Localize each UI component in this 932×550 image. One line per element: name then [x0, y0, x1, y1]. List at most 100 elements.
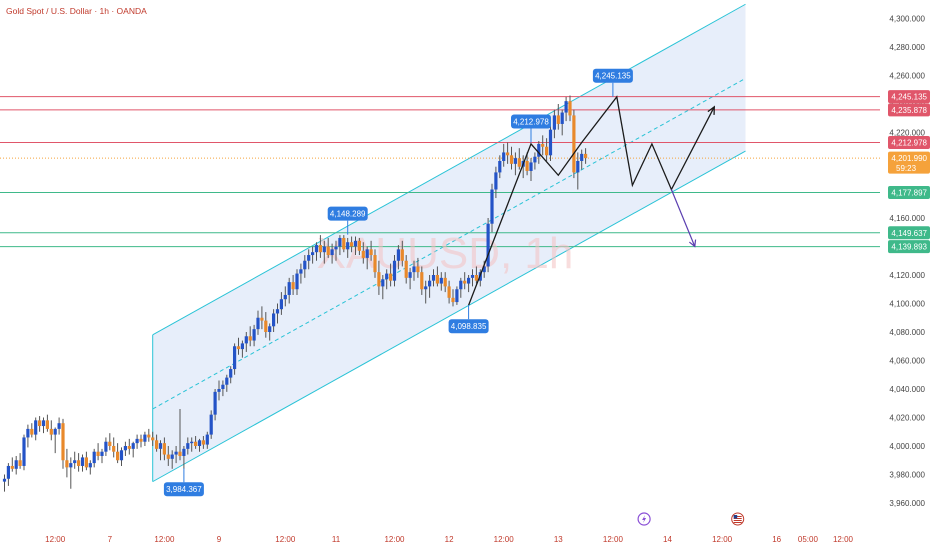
candle-body[interactable]: [338, 237, 342, 247]
candle-body[interactable]: [166, 454, 170, 459]
candle-body[interactable]: [459, 280, 463, 290]
candle-body[interactable]: [369, 249, 373, 256]
candle-body[interactable]: [217, 389, 221, 392]
candle-body[interactable]: [225, 377, 229, 385]
candle-body[interactable]: [463, 280, 467, 284]
candlestick-series[interactable]: [2, 95, 588, 492]
candle-body[interactable]: [26, 428, 30, 438]
candle-body[interactable]: [357, 240, 361, 251]
candle-body[interactable]: [69, 463, 73, 468]
candle-body[interactable]: [506, 152, 510, 156]
candle-body[interactable]: [545, 146, 549, 156]
candle-body[interactable]: [502, 152, 506, 161]
candle-body[interactable]: [342, 237, 346, 250]
candle-body[interactable]: [123, 446, 127, 451]
candle-body[interactable]: [314, 245, 319, 253]
candle-body[interactable]: [564, 101, 568, 113]
candle-body[interactable]: [112, 446, 116, 452]
candle-body[interactable]: [556, 115, 560, 124]
candle-body[interactable]: [572, 115, 576, 173]
candle-body[interactable]: [84, 457, 88, 468]
candle-body[interactable]: [178, 451, 182, 456]
candle-body[interactable]: [385, 273, 389, 280]
candle-body[interactable]: [326, 246, 330, 256]
channel-upper-line[interactable]: [152, 3, 746, 336]
candle-body[interactable]: [455, 289, 459, 303]
candle-body[interactable]: [10, 465, 14, 469]
candle-body[interactable]: [299, 269, 303, 274]
candle-body[interactable]: [260, 317, 264, 321]
candle-body[interactable]: [2, 478, 7, 482]
candle-body[interactable]: [494, 172, 498, 190]
candle-body[interactable]: [209, 414, 213, 435]
candle-body[interactable]: [96, 451, 100, 456]
candle-body[interactable]: [57, 423, 61, 429]
candle-body[interactable]: [580, 153, 584, 161]
candle-body[interactable]: [174, 451, 178, 455]
candle-body[interactable]: [392, 260, 397, 281]
candle-body[interactable]: [65, 460, 69, 468]
candle-body[interactable]: [381, 279, 385, 287]
candle-body[interactable]: [412, 266, 416, 273]
time-axis[interactable]: 12:00 7 12:00 9 12:00 11 12:00 12 12:00 13 12:00 14…: [45, 535, 853, 544]
candle-body[interactable]: [158, 443, 163, 449]
candle-body[interactable]: [139, 438, 143, 442]
candle-body[interactable]: [119, 450, 124, 461]
candle-body[interactable]: [443, 277, 447, 287]
candle-body[interactable]: [182, 448, 186, 456]
candle-body[interactable]: [533, 156, 537, 163]
candle-body[interactable]: [162, 443, 166, 455]
candle-body[interactable]: [346, 242, 350, 250]
candle-body[interactable]: [170, 454, 174, 459]
candle-body[interactable]: [108, 441, 112, 446]
candle-body[interactable]: [6, 465, 10, 479]
candle-body[interactable]: [482, 266, 486, 273]
candle-body[interactable]: [61, 423, 65, 461]
projection-line[interactable]: [467, 95, 715, 306]
candle-body[interactable]: [147, 434, 151, 438]
candle-body[interactable]: [104, 441, 108, 452]
candle-body[interactable]: [541, 143, 545, 147]
candle-body[interactable]: [41, 420, 46, 427]
candle-body[interactable]: [490, 189, 494, 224]
candle-body[interactable]: [400, 249, 404, 261]
candle-body[interactable]: [213, 391, 217, 415]
candle-body[interactable]: [38, 420, 42, 427]
candle-body[interactable]: [584, 153, 588, 159]
candle-body[interactable]: [396, 249, 400, 261]
candle-body[interactable]: [88, 463, 92, 468]
candle-body[interactable]: [517, 158, 521, 167]
candle-body[interactable]: [404, 260, 408, 278]
candle-body[interactable]: [256, 317, 260, 330]
candle-body[interactable]: [439, 277, 443, 284]
candle-body[interactable]: [30, 428, 34, 435]
candle-body[interactable]: [447, 286, 451, 298]
candle-body[interactable]: [49, 428, 53, 435]
candle-body[interactable]: [155, 440, 159, 449]
candle-body[interactable]: [548, 129, 553, 156]
projection-down-line[interactable]: [670, 189, 696, 247]
candle-body[interactable]: [287, 282, 291, 295]
candle-body[interactable]: [248, 336, 252, 341]
candle-body[interactable]: [244, 336, 248, 344]
candle-body[interactable]: [513, 158, 517, 164]
candle-body[interactable]: [435, 275, 439, 284]
candle-body[interactable]: [330, 249, 334, 256]
candle-body[interactable]: [151, 437, 155, 441]
candle-body[interactable]: [353, 240, 358, 247]
candle-body[interactable]: [311, 252, 315, 256]
candle-body[interactable]: [322, 246, 326, 253]
candle-body[interactable]: [275, 309, 280, 314]
candle-body[interactable]: [45, 420, 49, 429]
candle-body[interactable]: [420, 272, 424, 290]
candle-body[interactable]: [236, 346, 241, 350]
candle-body[interactable]: [194, 441, 198, 446]
candle-body[interactable]: [529, 162, 533, 171]
event-markers[interactable]: [637, 512, 745, 526]
candle-body[interactable]: [428, 280, 432, 287]
candle-body[interactable]: [431, 275, 436, 281]
candle-body[interactable]: [283, 294, 287, 300]
candle-body[interactable]: [131, 443, 135, 449]
candle-body[interactable]: [291, 282, 295, 290]
